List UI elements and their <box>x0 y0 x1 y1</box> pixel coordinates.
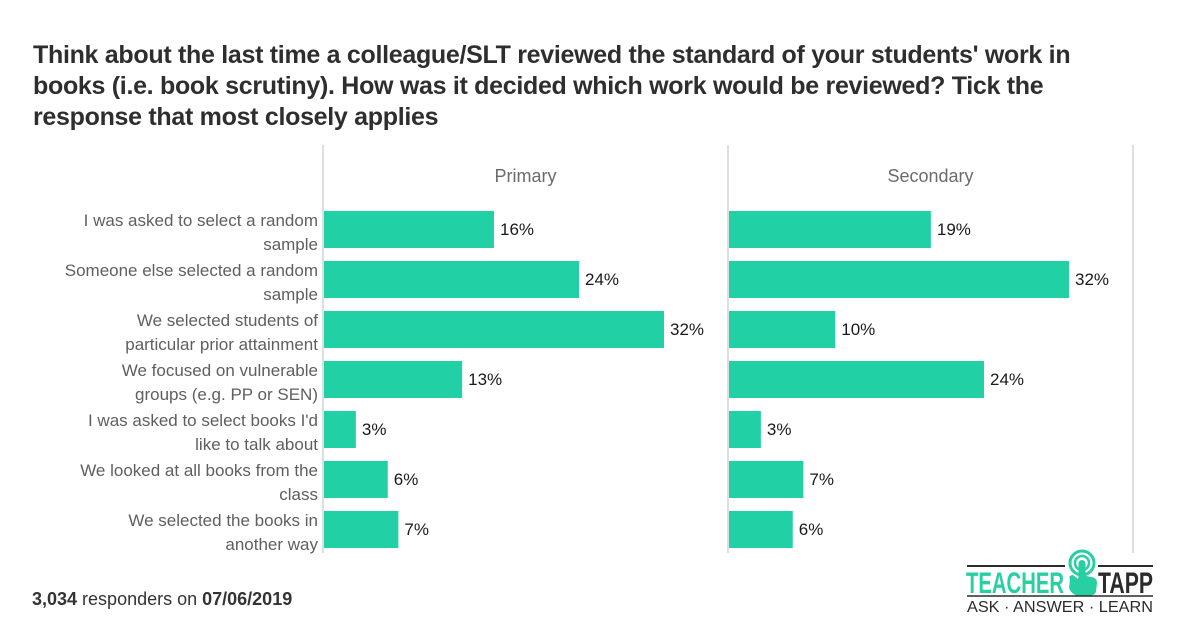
bar-value-label: 6% <box>799 520 824 539</box>
bar <box>324 211 494 248</box>
category-label: Someone else selected a random sample <box>65 261 318 304</box>
responders-text: responders on <box>77 589 203 609</box>
survey-date: 07/06/2019 <box>202 589 293 609</box>
bar <box>729 361 984 398</box>
bar <box>729 511 793 548</box>
bar <box>324 311 664 348</box>
bar <box>729 461 804 498</box>
panel-primary: Primary 16% 24% 32% 13% 3% 6% 7% <box>322 145 704 553</box>
teacher-tapp-logo: TEACHER TAPP ASK · ANSWER · LEARN <box>966 549 1153 616</box>
logo-tagline: ASK · ANSWER · LEARN <box>967 599 1153 616</box>
bar <box>324 411 356 448</box>
bar <box>324 461 388 498</box>
category-label-line: class <box>279 485 318 504</box>
bar <box>729 211 931 248</box>
category-label-line: We focused on vulnerable <box>122 361 318 380</box>
bar-value-label: 6% <box>394 470 419 489</box>
category-label-line: sample <box>263 235 318 254</box>
category-label: I was asked to select books I'd like to t… <box>88 411 318 454</box>
logo-word-teacher: TEACHER <box>966 567 1064 600</box>
category-labels: I was asked to select a random sampleSome… <box>65 211 319 554</box>
panel-title: Secondary <box>887 166 973 186</box>
category-label-line: We selected students of <box>137 311 318 330</box>
bar-value-label: 24% <box>585 270 619 289</box>
bar <box>729 311 836 348</box>
bar-value-label: 32% <box>670 320 704 339</box>
category-label-line: Someone else selected a random <box>65 261 318 280</box>
category-label-line: I was asked to select a random <box>84 211 318 230</box>
category-label: We selected the books in another way <box>128 511 318 554</box>
bar-value-label: 10% <box>841 320 875 339</box>
panel-title: Primary <box>495 166 557 186</box>
category-label-line: groups (e.g. PP or SEN) <box>135 385 318 404</box>
category-label: I was asked to select a random sample <box>84 211 318 254</box>
category-label-line: like to talk about <box>195 435 318 454</box>
category-label-line: sample <box>263 285 318 304</box>
category-label-line: We looked at all books from the <box>80 461 318 480</box>
chart-title: Think about the last time a colleague/SL… <box>33 41 1071 131</box>
bar-value-label: 32% <box>1075 270 1109 289</box>
logo-word-tapp: TAPP <box>1098 567 1153 600</box>
category-label-line: another way <box>225 535 318 554</box>
bar <box>729 261 1069 298</box>
bar <box>324 511 399 548</box>
bar-value-label: 16% <box>500 220 534 239</box>
category-label-line: We selected the books in <box>128 511 318 530</box>
chart-panels: Primary 16% 24% 32% 13% 3% 6% 7% Secondary 19% 32%… <box>322 145 1134 553</box>
bar <box>324 261 579 298</box>
bar-value-label: 3% <box>767 420 792 439</box>
bar <box>729 411 761 448</box>
tap-hand-icon <box>1068 549 1097 596</box>
bar-value-label: 13% <box>468 370 502 389</box>
footer-responders: 3,034 responders on 07/06/2019 <box>32 589 292 610</box>
bar-value-label: 3% <box>362 420 387 439</box>
bar-value-label: 24% <box>990 370 1024 389</box>
category-label: We looked at all books from the class <box>80 461 318 504</box>
bar-value-label: 7% <box>404 520 429 539</box>
bar-value-label: 19% <box>937 220 971 239</box>
category-label: We focused on vulnerable groups (e.g. PP … <box>122 361 318 404</box>
category-label-line: I was asked to select books I'd <box>88 411 318 430</box>
bar <box>324 361 463 398</box>
responder-count: 3,034 <box>32 589 78 609</box>
category-label-line: particular prior attainment <box>125 335 318 354</box>
panel-secondary: Secondary 19% 32% 10% 24% 3% 7% 6% <box>727 145 1134 553</box>
category-label: We selected students of particular prior … <box>125 311 318 354</box>
bar-value-label: 7% <box>809 470 834 489</box>
